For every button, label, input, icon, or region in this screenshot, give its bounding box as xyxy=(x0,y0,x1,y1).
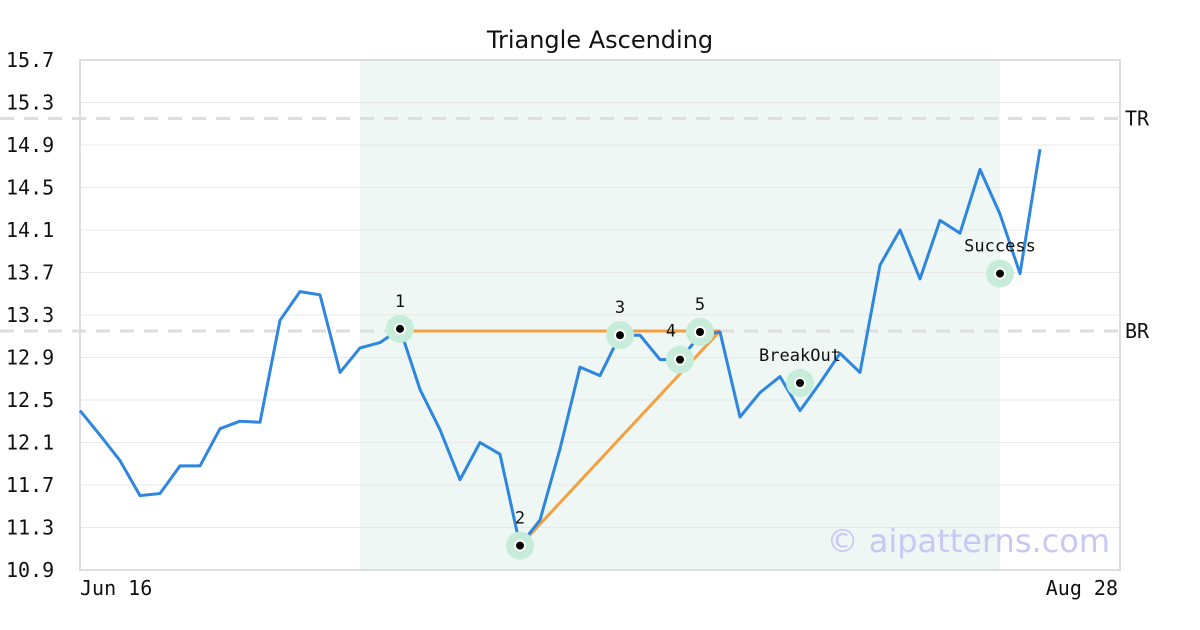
point-label-2: 2 xyxy=(515,509,525,529)
watermark: © aipatterns.com xyxy=(827,522,1110,560)
point-dot-5 xyxy=(696,328,704,336)
y-tick-label: 13.7 xyxy=(6,261,54,285)
y-tick-label: 12.1 xyxy=(6,431,54,455)
y-tick-label: 11.3 xyxy=(6,516,54,540)
y-tick-label: 12.5 xyxy=(6,388,54,412)
x-tick-end: Aug 28 xyxy=(1046,576,1118,600)
point-label-success: Success xyxy=(964,237,1036,257)
y-tick-label: 11.7 xyxy=(6,473,54,497)
y-tick-label: 14.9 xyxy=(6,133,54,157)
y-tick-label: 13.3 xyxy=(6,303,54,327)
y-tick-label: 12.9 xyxy=(6,346,54,370)
y-axis-ticks: 15.7 15.3 14.9 14.5 14.1 13.7 13.3 12.9 12.5 12.1… xyxy=(6,48,54,582)
point-label-3: 3 xyxy=(615,298,625,318)
y-tick-label: 15.7 xyxy=(6,48,54,72)
level-label-br: BR xyxy=(1125,319,1150,343)
plot-frame xyxy=(79,59,1121,571)
y-tick-label: 14.5 xyxy=(6,176,54,200)
point-dot-success xyxy=(996,269,1004,278)
pattern-points: 1 2 3 45 BreakOut Success xyxy=(386,237,1036,560)
y-tick-label: 10.9 xyxy=(6,558,54,582)
point-label-4: 4 xyxy=(666,322,676,342)
point-dot-2 xyxy=(516,541,524,550)
price-series-line xyxy=(78,149,1042,548)
point-label-5: 5 xyxy=(695,295,705,315)
point-dot-3 xyxy=(616,331,624,340)
level-label-tr: TR xyxy=(1125,106,1150,130)
y-tick-label: 14.1 xyxy=(6,218,54,242)
x-tick-start: Jun 16 xyxy=(80,576,152,600)
point-dot-4 xyxy=(676,355,684,364)
point-label-1: 1 xyxy=(395,292,405,312)
chart-title: Triangle Ascending xyxy=(486,26,713,54)
point-label-breakout: BreakOut xyxy=(759,346,841,366)
y-tick-label: 15.3 xyxy=(6,91,54,115)
point-dot-1 xyxy=(396,324,404,333)
point-dot-breakout xyxy=(796,379,804,387)
